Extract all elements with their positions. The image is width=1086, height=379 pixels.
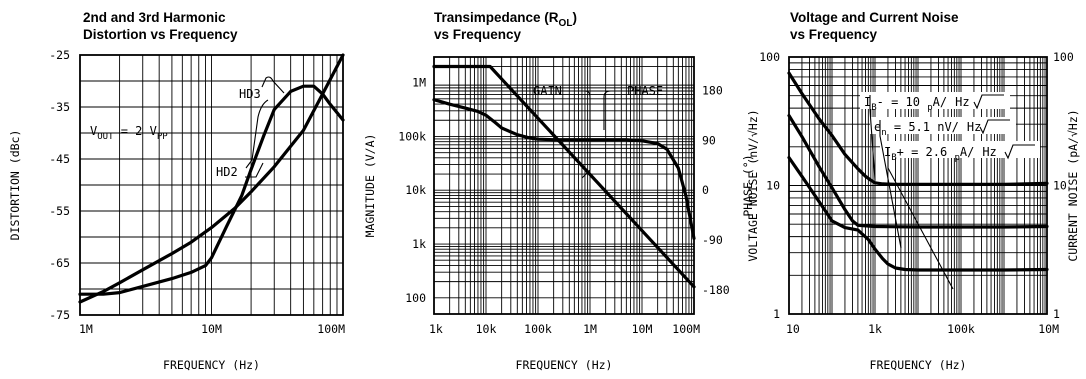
chart1-leader-hd3 [261, 76, 285, 94]
chart1-ytick-label: -75 [49, 308, 70, 322]
chart3-sqrt-2 [979, 119, 1010, 135]
chart3-xtick-label: 10 [786, 322, 800, 336]
chart2-label-gain: GAIN [533, 84, 562, 98]
chart1-ytick-label: -25 [49, 48, 70, 62]
chart1-xlabel: FREQUENCY (Hz) [163, 358, 260, 372]
chart3-y2tick-label: 100 [1053, 50, 1074, 64]
chart3-xtick-label: 1k [868, 322, 882, 336]
chart2-title-line2: vs Frequency [434, 27, 522, 42]
chart3-ylabel-right: CURRENT NOISE (pA/√Hz) [1066, 109, 1080, 261]
chart2-xtick-label: 10k [476, 322, 497, 336]
chart3-label-en: en = 5.1 nV/Hz [874, 120, 981, 138]
chart1-grid [79, 54, 343, 316]
chart1-label-hd3: HD3 [239, 87, 261, 101]
chart1-line-hd3 [78, 84, 345, 296]
chart3-sqrt-1 [973, 94, 1004, 110]
chart1-ytick-label: -35 [49, 100, 70, 114]
chart2-ytick-label: 1k [412, 237, 426, 251]
chart3-ytick-label: 100 [759, 50, 780, 64]
chart3-line-2 [787, 114, 1049, 229]
chart3-xtick-label: 10M [1038, 322, 1059, 336]
chart2-ytick-label: 10k [405, 183, 426, 197]
chart3-series [787, 71, 1049, 272]
chart1-xtick-label: 10M [201, 322, 222, 336]
chart1-title-line2: Distortion vs Frequency [83, 27, 238, 42]
chart2-ytick-label: 1M [412, 76, 426, 90]
chart2-label-phase: PHASE [627, 84, 663, 98]
chart2-ylabel-right: PHASE (°) [741, 154, 755, 216]
chart1-frame [79, 54, 344, 316]
chart1-annotation: VOUT = 2 VPP [90, 124, 168, 142]
chart1-xtick-label: 1M [79, 322, 93, 336]
chart3-y2tick-label: 1 [1053, 307, 1060, 321]
chart3-leader-3 [887, 148, 954, 290]
chart3-ytick-label: 10 [766, 179, 780, 193]
chart3-leader-1 [869, 95, 876, 181]
chart2-grid [433, 57, 694, 314]
chart3-line-1 [787, 71, 1049, 186]
chart2-frame [433, 56, 695, 315]
chart3-sqrt-3 [1004, 144, 1035, 160]
chart3-title-line1: Voltage and Current Noise [790, 10, 959, 25]
chart1-line-hd2 [78, 53, 345, 304]
chart2-leader-gain [572, 90, 591, 179]
chart3-xlabel: FREQUENCY (Hz) [870, 358, 967, 372]
chart1-leader-hd2b [245, 162, 264, 178]
chart1-label-hd2: HD2 [216, 165, 238, 179]
chart3-label-ib-minus: IB- = 10 pA/Hz [864, 95, 970, 113]
chart1-series [78, 53, 345, 304]
chart3-label-bg [880, 141, 1040, 158]
chart2-xlabel: FREQUENCY (Hz) [516, 358, 613, 372]
chart3-ylabel: VOLTAGE NOISE (nV/√Hz) [746, 109, 760, 261]
chart3-leader-2 [879, 120, 902, 249]
chart2-leader-phase [603, 90, 626, 130]
chart2-y2tick-label: 180 [702, 83, 723, 97]
chart2-ylabel: MAGNITUDE (V/A) [363, 134, 377, 238]
chart3-line-3 [787, 156, 1049, 272]
chart3-title-line2: vs Frequency [790, 27, 878, 42]
chart2-ytick-label: 100k [398, 129, 426, 143]
chart1-title-line1: 2nd and 3rd Harmonic [83, 10, 226, 25]
chart1-ytick-label: -45 [49, 152, 70, 166]
chart3-label-bg [870, 117, 1016, 134]
chart3-y2tick-label: 10 [1053, 179, 1067, 193]
chart2-xtick-label: 100k [524, 322, 552, 336]
chart2-xtick-label: 1k [429, 322, 443, 336]
chart2-ytick-label: 100 [405, 291, 426, 305]
chart2-xtick-label: 100M [672, 322, 700, 336]
chart1-xtick-label: 100M [317, 322, 345, 336]
chart3-frame [788, 56, 1048, 315]
chart1-ytick-label: -65 [49, 256, 70, 270]
chart2-line-phase [432, 98, 696, 241]
chart1-ytick-label: -55 [49, 204, 70, 218]
chart1-leader-hd2 [245, 99, 269, 169]
chart3-ytick-label: 1 [773, 307, 780, 321]
chart1-ylabel: DISTORTION (dBc) [8, 130, 22, 241]
chart2-xtick-label: 1M [583, 322, 597, 336]
chart3-xtick-label: 100k [947, 322, 975, 336]
chart2-y2tick-label: 90 [702, 133, 716, 147]
chart2-y2tick-label: -90 [702, 233, 723, 247]
chart2-line-gain [432, 64, 696, 289]
chart2-y2tick-label: -180 [702, 283, 730, 297]
chart2-y2tick-label: 0 [702, 183, 709, 197]
chart2-xtick-label: 10M [632, 322, 653, 336]
chart3-label-bg [860, 92, 1010, 109]
chart2-series [432, 64, 696, 289]
chart2-title-line1: Transimpedance (ROL) [434, 10, 577, 29]
